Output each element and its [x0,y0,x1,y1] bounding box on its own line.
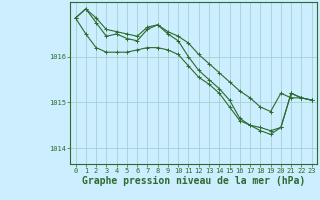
X-axis label: Graphe pression niveau de la mer (hPa): Graphe pression niveau de la mer (hPa) [82,176,305,186]
